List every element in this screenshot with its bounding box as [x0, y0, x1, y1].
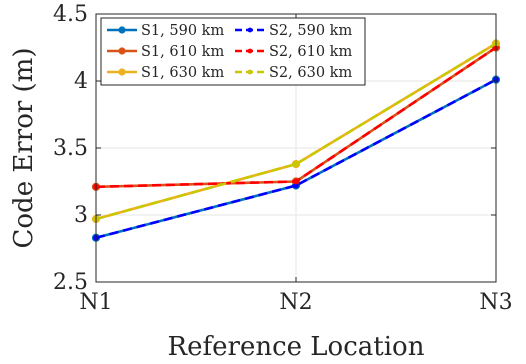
- legend-marker: [118, 47, 126, 55]
- y-tick-label: 2.5: [53, 270, 88, 295]
- x-tick-label: N1: [79, 290, 112, 315]
- x-tick-label: N2: [279, 290, 312, 315]
- x-tick-label: N3: [479, 290, 512, 315]
- legend-marker: [118, 26, 126, 34]
- y-tick-label: 3.5: [53, 136, 88, 161]
- legend-label: S2, 630 km: [269, 65, 352, 81]
- legend-label: S2, 590 km: [269, 23, 352, 39]
- data-point: [293, 161, 299, 167]
- legend-label: S2, 610 km: [269, 44, 352, 60]
- legend-marker: [247, 69, 253, 75]
- legend-label: S1, 630 km: [141, 65, 224, 81]
- legend-marker: [247, 27, 253, 33]
- legend: S1, 590 km S2, 590 km S1, 610 km S2, 610 km…: [100, 17, 366, 86]
- legend-label: S1, 590 km: [141, 23, 224, 39]
- plot-series: [91, 39, 501, 242]
- y-axis-label: Code Error (m): [9, 48, 39, 249]
- data-point: [293, 178, 299, 185]
- axis-ticks: 2.5 3 3.5 4 4.5 N1 N2 N3: [53, 2, 513, 315]
- legend-marker: [118, 68, 126, 76]
- legend-label: S1, 610 km: [141, 44, 224, 60]
- y-tick-label: 3: [74, 203, 88, 228]
- y-tick-label: 4: [74, 69, 88, 94]
- y-tick-label: 4.5: [53, 2, 88, 27]
- x-axis-label: Reference Location: [168, 332, 425, 362]
- legend-box: [100, 17, 366, 86]
- series-line: [95, 78, 497, 240]
- legend-marker: [247, 48, 253, 54]
